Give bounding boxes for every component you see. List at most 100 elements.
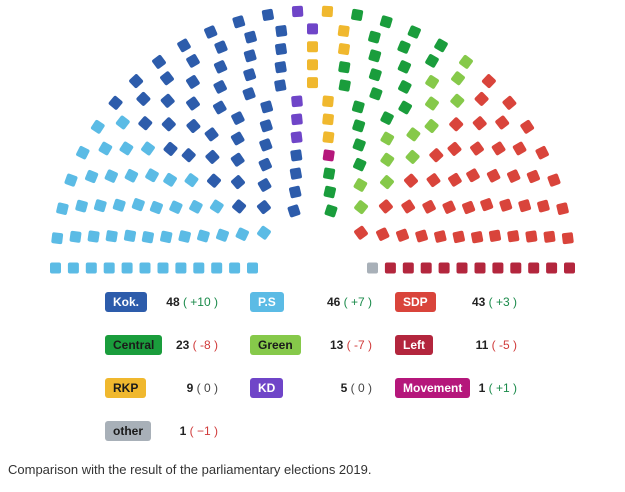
seat-p-s bbox=[157, 262, 169, 274]
seat-kok bbox=[152, 55, 166, 69]
seat-kok bbox=[258, 157, 272, 172]
seat-sdp bbox=[396, 228, 409, 242]
seat-sdp bbox=[491, 141, 506, 156]
seat-central bbox=[397, 40, 411, 54]
seat-p-s bbox=[75, 199, 88, 213]
seat-p-s bbox=[121, 262, 133, 274]
seat-left bbox=[420, 262, 432, 274]
seat-sdp bbox=[474, 91, 489, 106]
legend-item-rkp: RKP 9 ( 0 ) bbox=[0, 378, 625, 400]
seat-sdp bbox=[547, 173, 561, 187]
legend-item-other: other 1 ( −1 ) bbox=[0, 421, 625, 443]
seat-central bbox=[397, 60, 412, 74]
seat-sdp bbox=[543, 230, 556, 243]
seat-kok bbox=[204, 127, 219, 142]
seat-central bbox=[324, 204, 338, 218]
party-badge-movement: Movement bbox=[395, 378, 471, 398]
seat-left bbox=[474, 262, 486, 274]
seat-p-s bbox=[197, 229, 210, 243]
seat-sdp bbox=[462, 200, 476, 215]
seat-kok bbox=[231, 111, 245, 125]
seat-p-s bbox=[247, 262, 258, 274]
seat-sdp bbox=[442, 200, 456, 214]
seat-p-s bbox=[229, 262, 241, 274]
party-result-kd: 5 ( 0 ) bbox=[340, 381, 372, 395]
hemicycle-chart bbox=[50, 5, 575, 274]
seat-green bbox=[353, 178, 368, 192]
seat-p-s bbox=[216, 228, 229, 242]
seat-sdp bbox=[499, 198, 513, 212]
seat-central bbox=[368, 49, 382, 63]
seat-central bbox=[434, 38, 448, 53]
seat-central bbox=[380, 111, 394, 125]
seat-central bbox=[338, 79, 351, 92]
seat-p-s bbox=[141, 141, 155, 156]
seat-kok bbox=[205, 149, 220, 164]
seat-kok bbox=[259, 119, 273, 133]
party-result-movement: 1 ( +1 ) bbox=[478, 381, 517, 395]
seat-p-s bbox=[124, 168, 139, 183]
seat-left bbox=[492, 262, 504, 274]
seat-green bbox=[451, 71, 465, 86]
seat-p-s bbox=[87, 230, 100, 243]
seat-count: 1 bbox=[179, 424, 187, 438]
seat-sdp bbox=[507, 230, 520, 243]
footnote: Comparison with the result of the parlia… bbox=[8, 462, 372, 477]
legend-item-p-s: P.S 46 ( +7 ) bbox=[0, 292, 625, 314]
seat-kok bbox=[207, 173, 221, 188]
seat-p-s bbox=[85, 262, 97, 274]
party-result-other: 1 ( −1 ) bbox=[179, 424, 218, 438]
seat-p-s bbox=[119, 141, 134, 156]
seat-kok bbox=[213, 60, 228, 74]
seat-p-s bbox=[103, 262, 115, 274]
seat-count: 1 bbox=[478, 381, 486, 395]
seat-p-s bbox=[178, 230, 191, 243]
party-badge-p-s: P.S bbox=[250, 292, 284, 312]
seat-rkp bbox=[321, 5, 334, 18]
seat-left bbox=[438, 262, 450, 274]
seat-central bbox=[323, 185, 336, 199]
seat-central bbox=[379, 15, 393, 29]
seat-kok bbox=[186, 119, 201, 133]
seat-kok bbox=[161, 117, 176, 132]
party-result-green: 13 ( -7 ) bbox=[329, 338, 372, 352]
seat-count: 9 bbox=[186, 381, 194, 395]
seat-change: -8 bbox=[199, 338, 211, 352]
seat-green bbox=[406, 127, 421, 142]
seat-sdp bbox=[354, 225, 368, 240]
seat-green bbox=[459, 55, 473, 69]
seat-p-s bbox=[123, 229, 137, 242]
seat-sdp bbox=[447, 141, 462, 156]
seat-sdp bbox=[495, 115, 510, 130]
seat-kok bbox=[186, 75, 200, 89]
seat-kok bbox=[181, 148, 196, 163]
seat-kok bbox=[257, 178, 272, 192]
seat-sdp bbox=[466, 168, 480, 183]
seat-central bbox=[407, 25, 421, 39]
seat-p-s bbox=[209, 199, 224, 214]
seat-central bbox=[323, 167, 336, 180]
seat-change: +1 bbox=[495, 381, 510, 395]
seat-central bbox=[353, 157, 367, 172]
legend-item-left: Left 11 ( -5 ) bbox=[0, 335, 625, 357]
seat-kok bbox=[129, 74, 144, 89]
seat-p-s bbox=[67, 262, 79, 274]
seat-sdp bbox=[471, 231, 484, 244]
seat-kok bbox=[230, 131, 245, 146]
seat-kok bbox=[232, 15, 246, 29]
seat-green bbox=[425, 75, 439, 89]
seat-sdp bbox=[520, 119, 535, 134]
party-badge-kd: KD bbox=[250, 378, 284, 398]
seat-kok bbox=[204, 25, 218, 39]
seat-green bbox=[425, 96, 439, 111]
seat-kok bbox=[275, 43, 287, 56]
seat-kok bbox=[274, 61, 287, 74]
seat-p-s bbox=[51, 232, 64, 245]
seat-kok bbox=[244, 30, 257, 44]
party-result-p-s: 46 ( +7 ) bbox=[326, 295, 372, 309]
seat-kok bbox=[256, 200, 271, 215]
seat-left bbox=[384, 262, 396, 274]
seat-sdp bbox=[434, 230, 447, 243]
seat-rkp bbox=[338, 43, 350, 56]
seat-p-s bbox=[85, 169, 99, 184]
